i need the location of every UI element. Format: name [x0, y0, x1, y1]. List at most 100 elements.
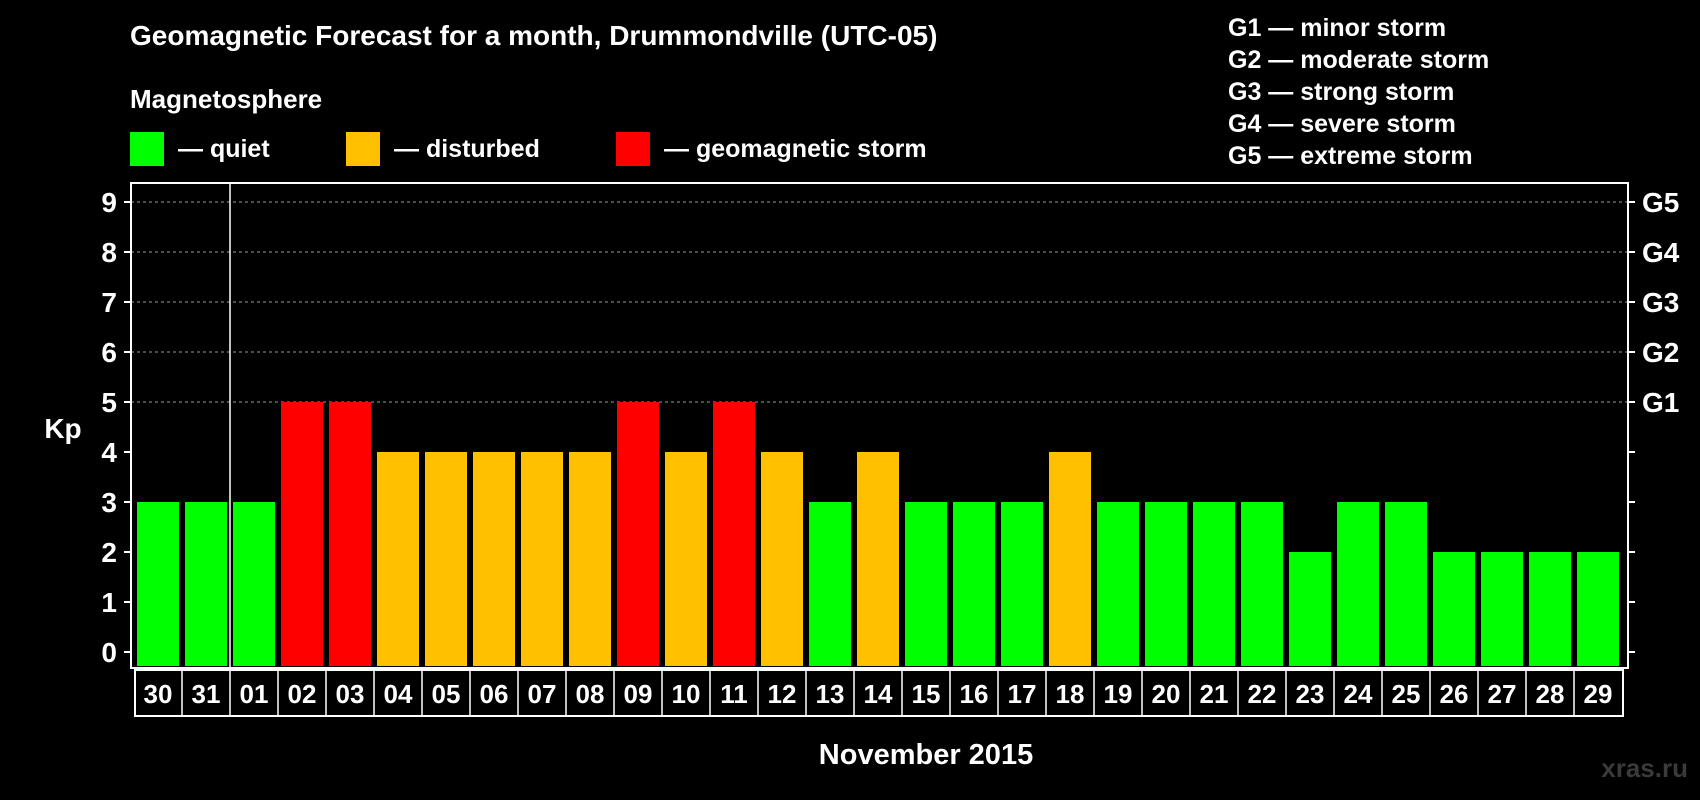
- x-tick-label-29: 29: [1584, 679, 1613, 709]
- x-tick-label-11: 11: [720, 679, 748, 709]
- x-tick-label-09: 09: [624, 679, 653, 709]
- bar-09: [617, 402, 659, 666]
- storm-level-g5: G5 — extreme storm: [1228, 142, 1473, 170]
- y-tick-label-1: 1: [101, 587, 117, 618]
- x-tick-label-04: 04: [384, 679, 413, 709]
- bar-19: [1097, 502, 1139, 666]
- x-tick-label-07: 07: [528, 679, 557, 709]
- y-tick-label-9: 9: [101, 187, 117, 218]
- x-tick-label-08: 08: [576, 679, 605, 709]
- y-tick-label-4: 4: [101, 437, 117, 468]
- bar-27: [1481, 552, 1523, 666]
- bar-08: [569, 452, 611, 666]
- x-tick-label-14: 14: [864, 679, 893, 709]
- bar-15: [905, 502, 947, 666]
- bar-31: [185, 502, 227, 666]
- plot-frame: [130, 182, 1629, 669]
- g-level-label-g4: G4: [1642, 237, 1680, 268]
- bar-04: [377, 452, 419, 666]
- x-tick-label-23: 23: [1296, 679, 1325, 709]
- bar-21: [1193, 502, 1235, 666]
- x-tick-label-16: 16: [960, 679, 989, 709]
- y-tick-label-0: 0: [101, 637, 117, 668]
- bar-26: [1433, 552, 1475, 666]
- y-axis-label: Kp: [44, 413, 81, 444]
- x-tick-label-12: 12: [768, 679, 797, 709]
- storm-level-g3: G3 — strong storm: [1228, 78, 1455, 106]
- x-tick-label-21: 21: [1200, 679, 1229, 709]
- y-tick-label-3: 3: [101, 487, 117, 518]
- bar-13: [809, 502, 851, 666]
- x-tick-label-20: 20: [1152, 679, 1181, 709]
- chart-title: Geomagnetic Forecast for a month, Drummo…: [130, 20, 938, 51]
- y-tick-label-5: 5: [101, 387, 117, 418]
- bar-06: [473, 452, 515, 666]
- bar-30: [137, 502, 179, 666]
- bar-22: [1241, 502, 1283, 666]
- bar-24: [1337, 502, 1379, 666]
- bar-20: [1145, 502, 1187, 666]
- bar-01: [233, 502, 275, 666]
- y-tick-label-7: 7: [101, 287, 117, 318]
- bar-10: [665, 452, 707, 666]
- g-level-label-g1: G1: [1642, 387, 1679, 418]
- legend-swatch-storm: [616, 132, 650, 166]
- bar-14: [857, 452, 899, 666]
- legend-item-quiet: — quiet: [130, 132, 270, 166]
- x-tick-label-05: 05: [432, 679, 461, 709]
- bar-23: [1289, 552, 1331, 666]
- bar-28: [1529, 552, 1571, 666]
- x-tick-label-22: 22: [1248, 679, 1277, 709]
- x-tick-label-10: 10: [672, 679, 701, 709]
- x-tick-label-18: 18: [1056, 679, 1085, 709]
- x-tick-label-31: 31: [192, 679, 221, 709]
- bar-25: [1385, 502, 1427, 666]
- x-tick-label-28: 28: [1536, 679, 1565, 709]
- watermark: xras.ru: [1601, 753, 1688, 783]
- x-tick-label-13: 13: [816, 679, 845, 709]
- legend-swatch-disturbed: [346, 132, 380, 166]
- bar-03: [329, 402, 371, 666]
- bar-07: [521, 452, 563, 666]
- y-tick-label-6: 6: [101, 337, 117, 368]
- x-tick-label-17: 17: [1008, 679, 1037, 709]
- x-tick-label-06: 06: [480, 679, 509, 709]
- x-tick-label-24: 24: [1344, 679, 1373, 709]
- bar-17: [1001, 502, 1043, 666]
- x-axis-box: [134, 669, 1624, 717]
- x-axis-label: November 2015: [819, 739, 1033, 771]
- bar-18: [1049, 452, 1091, 666]
- bar-05: [425, 452, 467, 666]
- bar-29: [1577, 552, 1619, 666]
- y-tick-label-8: 8: [101, 237, 117, 268]
- storm-level-g2: G2 — moderate storm: [1228, 46, 1490, 74]
- g-level-label-g5: G5: [1642, 187, 1679, 218]
- bar-11: [713, 402, 755, 666]
- storm-level-g1: G1 — minor storm: [1228, 14, 1447, 42]
- bar-16: [953, 502, 995, 666]
- x-tick-label-30: 30: [144, 679, 173, 709]
- x-tick-label-15: 15: [912, 679, 941, 709]
- y-tick-label-2: 2: [101, 537, 117, 568]
- legend-label-storm: — geomagnetic storm: [664, 134, 927, 163]
- storm-level-legend: G1 — minor storm G2 — moderate storm G3 …: [1228, 12, 1489, 172]
- legend-label-quiet: — quiet: [178, 134, 270, 163]
- x-tick-label-19: 19: [1104, 679, 1133, 709]
- legend-item-disturbed: — disturbed: [346, 132, 540, 166]
- x-tick-label-27: 27: [1488, 679, 1517, 709]
- x-tick-label-25: 25: [1392, 679, 1421, 709]
- x-tick-label-26: 26: [1440, 679, 1469, 709]
- legend-label-disturbed: — disturbed: [394, 134, 540, 163]
- bar-02: [281, 402, 323, 666]
- legend-heading: Magnetosphere: [130, 84, 323, 114]
- g-level-label-g2: G2: [1642, 337, 1679, 368]
- legend-item-storm: — geomagnetic storm: [616, 132, 927, 166]
- x-tick-label-01: 01: [240, 679, 269, 709]
- g-level-label-g3: G3: [1642, 287, 1679, 318]
- storm-level-g4: G4 — severe storm: [1228, 110, 1456, 138]
- x-tick-label-03: 03: [336, 679, 365, 709]
- x-tick-label-02: 02: [288, 679, 317, 709]
- status-legend: — quiet — disturbed — geomagnetic storm: [130, 132, 1030, 172]
- bar-12: [761, 452, 803, 666]
